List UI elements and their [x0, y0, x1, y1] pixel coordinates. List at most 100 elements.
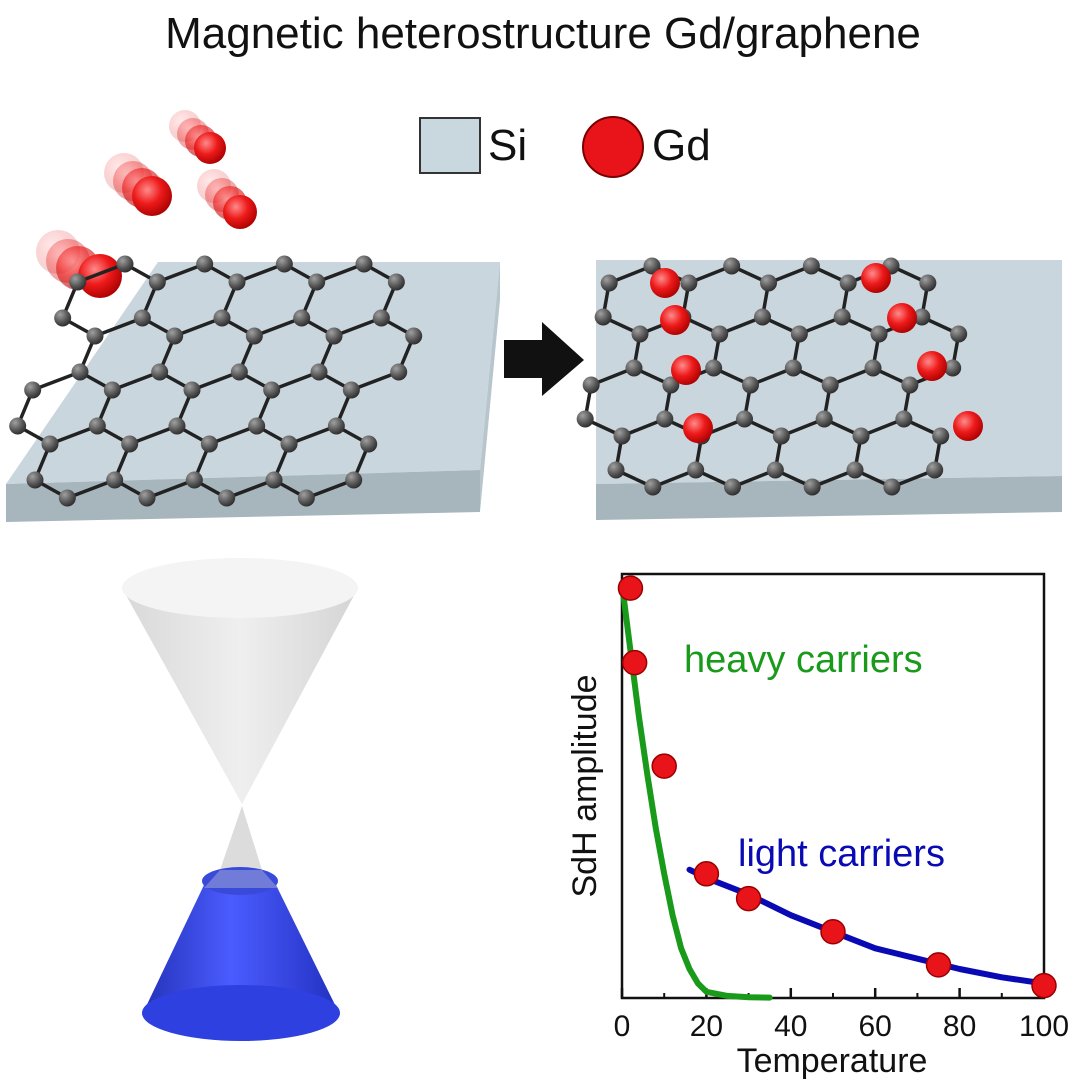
- carbon-atom: [631, 325, 649, 343]
- carbon-atom: [121, 435, 139, 453]
- gd-atom: [194, 132, 226, 164]
- gd-atom: [953, 411, 983, 441]
- carbon-atom: [342, 381, 360, 399]
- carbon-atom: [138, 489, 156, 507]
- carbon-atom: [372, 309, 390, 327]
- carbon-atom: [133, 309, 151, 327]
- carbon-atom: [901, 376, 919, 394]
- carbon-atom: [196, 255, 214, 273]
- gd-atom: [917, 351, 947, 381]
- carbon-atom: [265, 471, 283, 489]
- x-tick-label: 40: [774, 1010, 807, 1043]
- legend-gd-marker: [582, 116, 644, 178]
- x-tick-label: 20: [690, 1010, 723, 1043]
- legend-si-swatch: [419, 117, 481, 174]
- sdh-chart: 0 20 40 60 80 100 heavy carriers light carrie…: [566, 572, 1069, 1080]
- x-tick-label: 80: [943, 1010, 976, 1043]
- carbon-atom: [803, 478, 821, 496]
- carbon-atom: [919, 274, 937, 292]
- process-arrow: [504, 322, 584, 396]
- right-graphene-lattice: [576, 257, 968, 496]
- carbon-atom: [784, 359, 802, 377]
- carbon-atom: [742, 376, 760, 394]
- carbon-atom: [932, 427, 950, 445]
- carbon-atom: [390, 363, 408, 381]
- carbon-atom: [883, 478, 901, 496]
- carbon-atom: [723, 257, 741, 275]
- carbon-atom: [151, 363, 169, 381]
- carbon-atom: [760, 274, 778, 292]
- gd-atom: [861, 263, 891, 293]
- carbon-atom: [680, 274, 698, 292]
- data-point: [820, 919, 846, 945]
- carbon-atom: [687, 461, 705, 479]
- light-carriers-label: light carriers: [738, 833, 945, 875]
- dirac-cone: [122, 558, 358, 1041]
- carbon-atom: [736, 410, 754, 428]
- carbon-atom: [166, 327, 184, 345]
- x-tick-label: 60: [859, 1010, 892, 1043]
- data-point: [651, 753, 677, 779]
- data-points: [617, 575, 1057, 999]
- carbon-atom: [766, 461, 784, 479]
- carbon-atom: [360, 435, 378, 453]
- carbon-atom: [870, 325, 888, 343]
- carbon-atom: [600, 274, 618, 292]
- data-point: [617, 575, 644, 601]
- carbon-atom: [41, 435, 59, 453]
- carbon-atom: [228, 273, 246, 291]
- x-tick-label: 100: [1019, 1010, 1069, 1043]
- data-point: [693, 861, 720, 887]
- carbon-atom: [58, 489, 76, 507]
- carbon-atom: [644, 478, 662, 496]
- carbon-atom: [790, 325, 808, 343]
- left-si-substrate: [6, 262, 500, 522]
- light-carriers-curve: [686, 866, 1047, 987]
- carbon-atom: [754, 308, 772, 326]
- gd-atom: [78, 254, 122, 298]
- carbon-atom: [846, 461, 864, 479]
- carbon-atom: [200, 435, 218, 453]
- carbon-atom: [944, 359, 962, 377]
- carbon-atom: [54, 309, 72, 327]
- carbon-atom: [327, 417, 345, 435]
- heavy-carriers-label: heavy carriers: [684, 639, 923, 681]
- left-graphene-lattice: [9, 255, 423, 507]
- gd-atom: [887, 303, 917, 333]
- heavy-carriers-curve: [619, 581, 773, 1001]
- carbon-atom: [821, 376, 839, 394]
- x-tick-label: 0: [614, 1010, 631, 1043]
- carbon-atom: [625, 359, 643, 377]
- carbon-atom: [69, 273, 87, 291]
- carbon-atom: [106, 471, 124, 489]
- carbon-atom: [280, 435, 298, 453]
- carbon-atom: [852, 427, 870, 445]
- data-point: [925, 952, 952, 978]
- carbon-atom: [183, 381, 201, 399]
- gd-atom: [671, 355, 701, 385]
- figure-title: Magnetic heterostructure Gd/graphene: [165, 9, 921, 58]
- carbon-atom: [913, 308, 931, 326]
- gd-atom: [223, 195, 257, 229]
- carbon-atom: [833, 308, 851, 326]
- carbon-atom: [576, 410, 594, 428]
- carbon-atom: [895, 410, 913, 428]
- fit-curves: [619, 581, 1047, 1001]
- carbon-atom: [26, 471, 44, 489]
- carbon-atom: [88, 417, 106, 435]
- carbon-atom: [148, 273, 166, 291]
- carbon-atom: [308, 273, 326, 291]
- carbon-atom: [926, 461, 944, 479]
- carbon-atom: [594, 308, 612, 326]
- carbon-atom: [185, 471, 203, 489]
- carbon-atom: [705, 359, 723, 377]
- carbon-atom: [662, 376, 680, 394]
- carbon-atom: [839, 274, 857, 292]
- carbon-atom: [103, 381, 121, 399]
- carbon-atom: [711, 325, 729, 343]
- carbon-atom: [772, 427, 790, 445]
- carbon-atom: [864, 359, 882, 377]
- x-axis-ticks: 0 20 40 60 80 100: [614, 988, 1069, 1043]
- carbon-atom: [218, 489, 236, 507]
